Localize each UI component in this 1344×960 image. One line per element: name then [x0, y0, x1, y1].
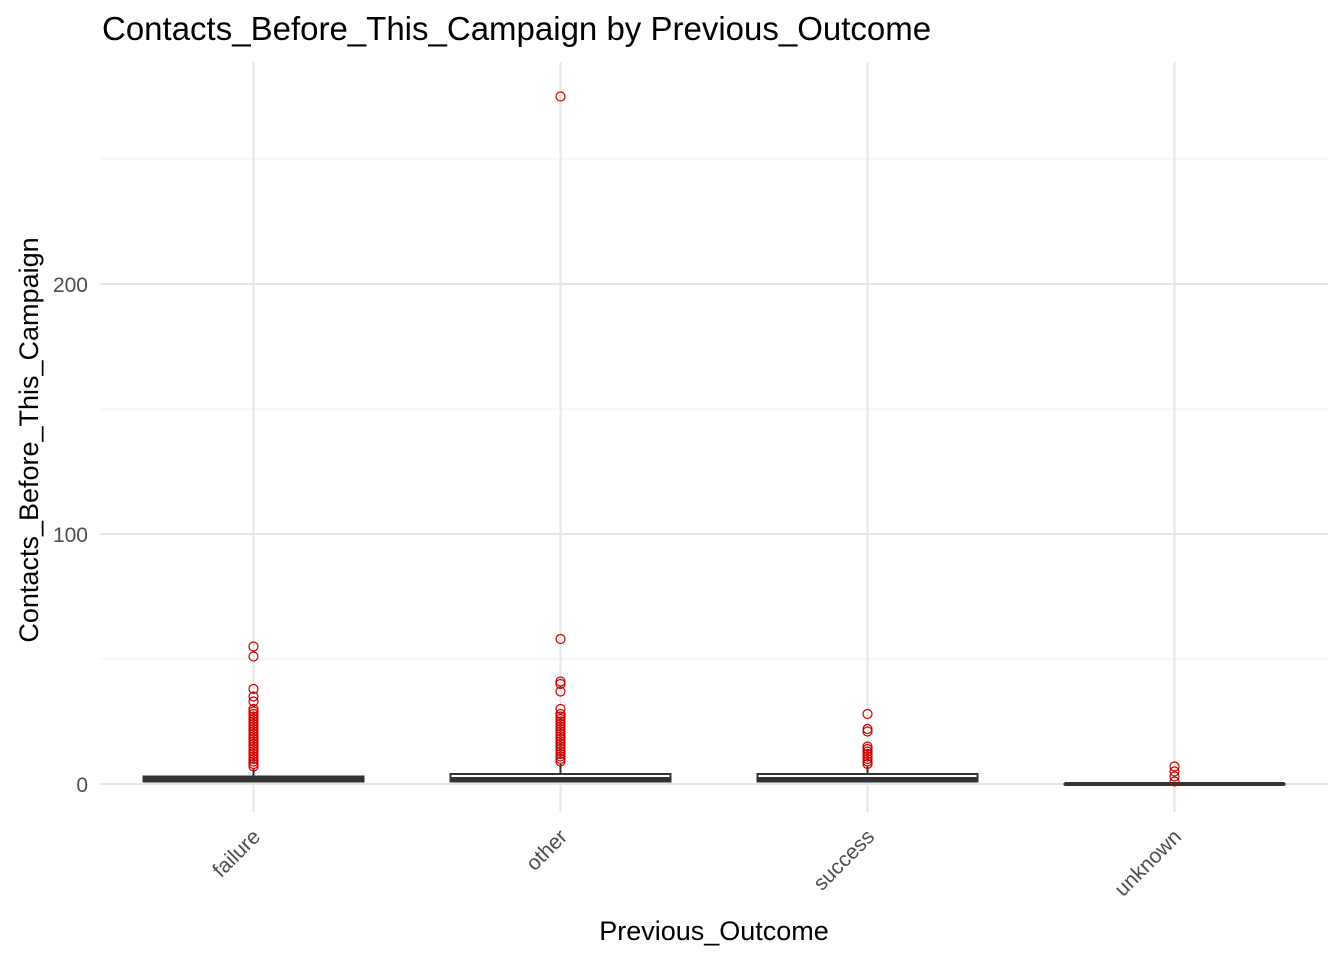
outlier-point: [862, 741, 873, 752]
outlier-point: [555, 713, 566, 725]
outlier-point: [248, 641, 259, 652]
outlier-point: [248, 691, 259, 702]
outlier-point: [555, 751, 566, 762]
outlier-point: [248, 708, 259, 720]
outlier-point: [248, 758, 259, 770]
outlier-point: [555, 678, 566, 690]
outlier-point: [555, 633, 566, 645]
x-tick-label: other: [522, 825, 572, 875]
outlier-point: [248, 731, 259, 742]
outlier-point: [862, 756, 873, 767]
outlier-point: [248, 746, 259, 757]
x-tick-label: failure: [208, 825, 265, 882]
outlier-point: [555, 711, 566, 722]
outlier-point: [248, 726, 259, 737]
outlier-point: [248, 723, 259, 735]
outlier-point: [862, 746, 873, 757]
y-tick-label: 0: [76, 774, 88, 797]
outlier-point: [555, 718, 566, 730]
outlier-point: [555, 736, 566, 747]
outlier-point: [248, 703, 259, 715]
outlier-point: [248, 738, 259, 750]
outlier-point: [862, 753, 873, 765]
outlier-point: [555, 741, 566, 752]
outlier-point: [248, 736, 259, 747]
outlier-point: [555, 756, 566, 767]
outlier-point: [862, 723, 873, 735]
outlier-point: [555, 676, 566, 687]
y-tick-label: 200: [53, 274, 88, 297]
outlier-point: [555, 743, 566, 755]
outlier-point: [248, 696, 259, 707]
outlier-point: [555, 708, 566, 720]
outlier-point: [555, 721, 566, 732]
outlier-point: [248, 733, 259, 745]
boxes: [142, 764, 1286, 786]
outlier-point: [555, 703, 566, 715]
y-axis-label: Contacts_Before_This_Campaign: [14, 237, 44, 642]
chart-title: Contacts_Before_This_Campaign by Previou…: [102, 10, 932, 47]
outlier-point: [555, 686, 566, 697]
outlier-point: [862, 726, 873, 737]
outlier-point: [555, 746, 566, 757]
outlier-point: [555, 726, 566, 737]
outlier-point: [248, 741, 259, 752]
y-tick-label: 100: [53, 524, 88, 547]
outlier-point: [248, 716, 259, 727]
outlier-point: [248, 718, 259, 730]
outlier-point: [1169, 771, 1180, 782]
outlier-point: [248, 743, 259, 755]
outlier-point: [248, 751, 259, 762]
outlier-point: [248, 721, 259, 732]
outlier-point: [862, 708, 873, 720]
outlier-point: [248, 761, 259, 772]
outlier-point: [1169, 761, 1180, 772]
outlier-point: [248, 728, 259, 740]
outlier-point: [1169, 766, 1180, 777]
x-axis-label: Previous_Outcome: [599, 916, 829, 946]
outlier-point: [248, 706, 259, 717]
outlier-point: [248, 711, 259, 722]
grid-lines: [100, 62, 1328, 812]
outlier-point: [555, 716, 566, 727]
outlier-point: [248, 756, 259, 767]
tick-labels: 0 100 200 failure other success unknown: [53, 274, 1186, 901]
outlier-point: [555, 731, 566, 742]
outlier-point: [862, 751, 873, 762]
outlier-point: [248, 683, 259, 695]
outlier-point: [555, 748, 566, 760]
outlier-point: [862, 748, 873, 760]
outlier-point: [862, 758, 873, 770]
outlier-point: [248, 713, 259, 725]
outlier-point: [555, 738, 566, 750]
outlier-point: [248, 651, 259, 662]
outlier-point: [555, 91, 566, 102]
x-tick-label: unknown: [1110, 825, 1186, 901]
x-tick-label: success: [809, 825, 879, 895]
outlier-point: [555, 728, 566, 740]
outlier-point: [248, 753, 259, 765]
outlier-point: [555, 723, 566, 735]
outlier-point: [248, 748, 259, 760]
outlier-point: [862, 743, 873, 755]
outlier-point: [555, 753, 566, 765]
outliers: [248, 91, 1180, 787]
outlier-point: [1169, 776, 1180, 787]
outlier-point: [555, 733, 566, 745]
